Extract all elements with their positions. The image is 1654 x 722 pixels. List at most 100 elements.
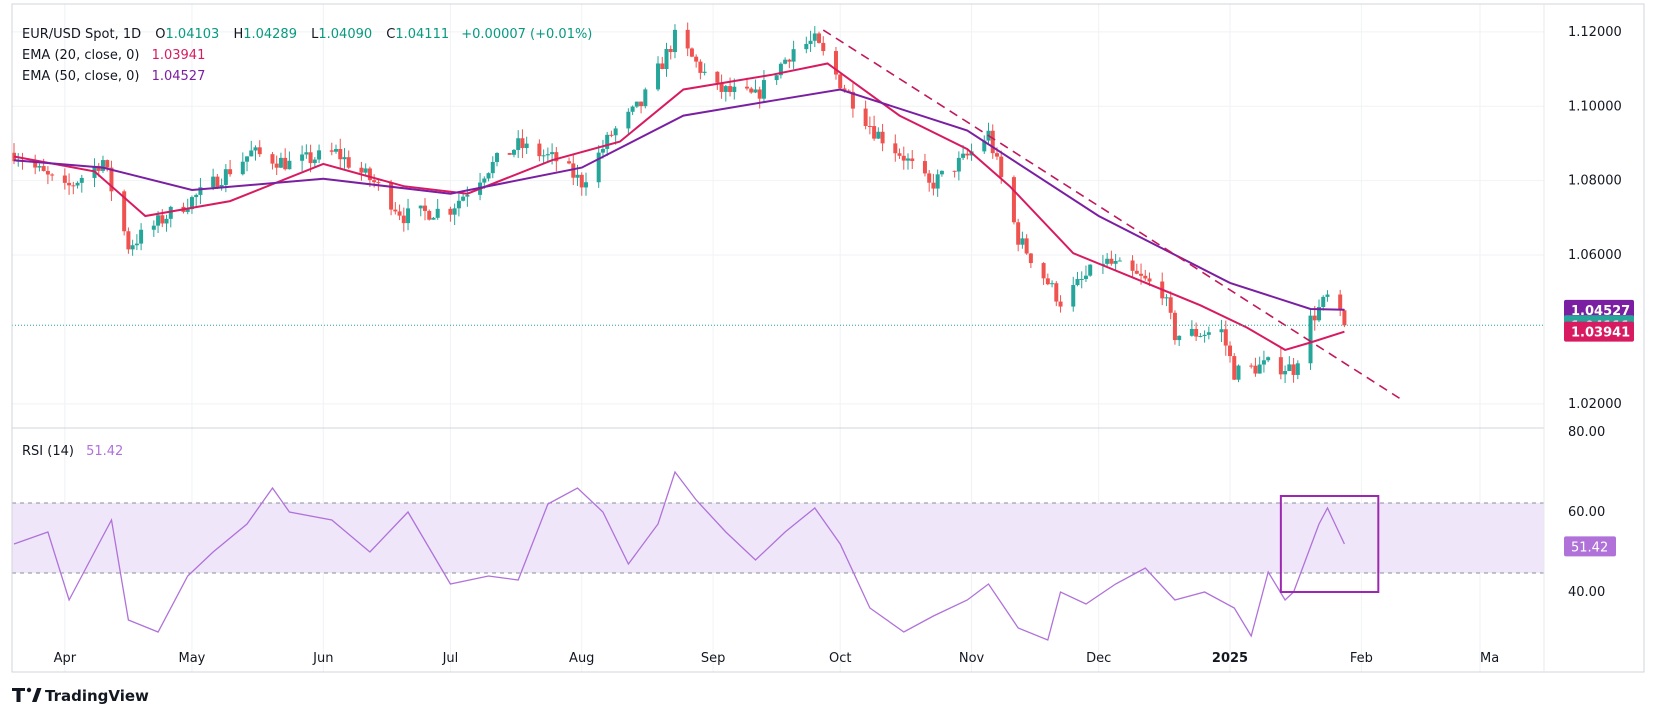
candle-body [761,80,766,99]
candle-body [922,161,927,174]
price-tick-label: 1.08000 [1568,174,1622,189]
x-tick-label: Aug [569,651,594,666]
candle-body [270,154,275,164]
candle-body [1177,335,1182,341]
candle-body [791,49,796,62]
candle-body [719,82,724,92]
candle-body [189,197,194,210]
rsi-legend: RSI (14) 51.42 [22,444,123,459]
legend-line-ema50: EMA (50, close, 0) 1.04527 [22,69,205,84]
candle-body [300,154,305,161]
candle-body [698,61,703,73]
candle-body [240,161,245,175]
rsi-value-badge-text: 51.42 [1571,540,1608,555]
candle-body [122,191,127,232]
candle-body [639,101,644,107]
candle-body [372,180,377,183]
candle-body [656,63,661,90]
low-value: 1.04090 [318,27,372,42]
candle-body [1261,360,1266,365]
candle-body [461,196,466,201]
candle-body [253,147,258,151]
candle-body [897,153,902,156]
candle-body [194,194,199,198]
candle-body [1236,365,1241,380]
candle-body [45,170,50,175]
candle-body [389,183,394,210]
candle-body [283,157,288,170]
candle-body [931,182,936,189]
price-tick-label: 1.06000 [1568,248,1622,263]
candle-body [609,134,614,136]
candle-body [694,56,699,62]
candle-body [1278,357,1283,375]
candle-body [1168,297,1173,313]
candle-body [507,153,512,155]
x-tick-label: Oct [829,651,851,666]
candle-body [956,157,961,172]
candle-body [257,147,262,155]
candle-body [668,48,673,53]
candle-body [999,156,1004,178]
x-tick-label: Dec [1086,651,1111,666]
candle-body [168,206,173,219]
x-tick-label: Feb [1350,651,1373,666]
candle-body [1202,334,1207,337]
candle-body [520,138,525,149]
ema20-price-badge [1564,321,1634,342]
candle-body [596,152,601,183]
candle-body [660,63,665,69]
x-tick-label: Jun [312,651,333,666]
candle-body [308,152,313,164]
candle-body [1266,357,1271,361]
candle-body [783,59,788,64]
candle-body [422,205,427,211]
candle-body [672,29,677,53]
candle-body [1117,260,1122,262]
candle-body [850,91,855,109]
candle-body [1011,177,1016,223]
candle-body [1206,332,1211,335]
x-tick-label: 2025 [1212,651,1248,666]
candle-body [927,173,932,183]
candle-body [575,174,580,178]
tradingview-logo-text: TradingView [45,687,149,705]
candle-body [1338,294,1343,311]
candle-body [1308,315,1313,364]
x-tick-label: Nov [959,651,985,666]
candle-body [689,48,694,57]
candle-body [418,205,423,209]
candle-body [634,101,639,107]
candle-body [427,210,432,220]
candle-body [1325,294,1330,297]
rsi-tick-label: 40.00 [1568,585,1605,600]
candle-body [228,169,233,175]
candle-body [317,150,322,160]
candle-body [397,211,402,216]
candle-body [833,51,838,75]
candle-body [1253,365,1258,374]
candle-body [778,63,783,76]
candle-body [715,71,720,83]
candle-body [1050,283,1055,285]
candle-body [753,89,758,93]
candle-body [541,155,546,157]
ema20-legend-value: 1.03941 [152,48,206,63]
candle-body [1249,365,1254,367]
candle-body [1147,278,1152,282]
x-tick-label: Jul [442,651,459,666]
x-tick-label: Ma [1480,651,1499,666]
rsi-tick-label: 60.00 [1568,505,1605,520]
candle-body [901,155,906,161]
chart-frame [11,3,1645,673]
candle-body [96,165,101,171]
candle-body [1083,275,1088,280]
candle-body [71,185,76,187]
candle-body [1088,264,1093,276]
candle-body [134,243,139,246]
candle-body [1321,296,1326,308]
candle-body [401,215,406,224]
candle-body [367,168,372,181]
